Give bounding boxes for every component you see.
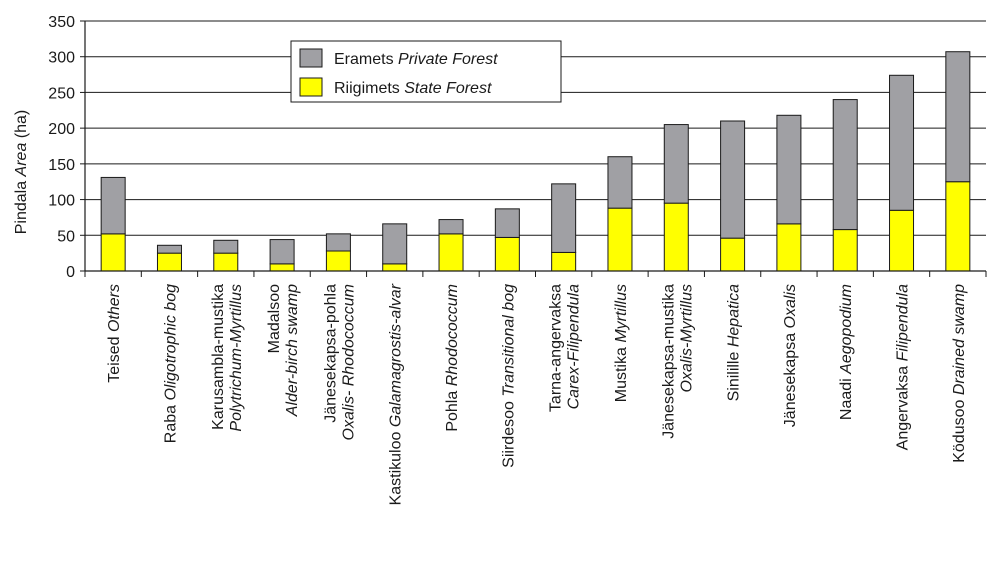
category-label-8: Tarna-angervaksa Carex-Filipendula xyxy=(548,284,583,412)
category-label-13: Naadi Aegopodium xyxy=(838,284,855,420)
bar-segment-private-14 xyxy=(889,74,915,211)
category-label-4: Jänesekapsa-pohla Oxalis- Rhodococcum xyxy=(322,284,357,441)
bar-segment-state-8 xyxy=(551,251,577,272)
category-label-line1: Siirdesoo Transitional bog xyxy=(500,284,517,468)
category-label-line1: Kastikuloo Galamagrostis-alvar xyxy=(388,283,405,505)
category-label-11: Sinilille Hepatica xyxy=(726,284,743,402)
category-label-1: Raba Oligotrophic bog xyxy=(162,284,179,443)
y-tick-label-50: 50 xyxy=(57,228,75,245)
y-tick-label-0: 0 xyxy=(66,264,75,281)
category-label-3: Madalsoo Alder-birch swamp xyxy=(266,284,301,417)
bar-segment-state-9 xyxy=(607,207,633,272)
legend-swatch-private xyxy=(299,48,323,68)
bars xyxy=(100,51,971,272)
bar-segment-private-0 xyxy=(100,176,126,235)
legend-box xyxy=(290,40,562,103)
category-label-line1: Jänesekapsa Oxalis xyxy=(782,284,799,427)
y-tick-label-350: 350 xyxy=(48,14,75,31)
category-label-2: Karusambla-mustika Polytrichum-Myrtillus xyxy=(210,284,245,432)
bar-segment-private-3 xyxy=(269,239,295,265)
bar-segment-state-13 xyxy=(832,229,858,272)
bar-segment-state-11 xyxy=(720,237,746,272)
category-label-15: Ködusoo Drained swamp xyxy=(951,284,968,463)
category-label-14: Angervaksa Filipendula xyxy=(895,284,912,450)
y-axis-title: Pindala Area (ha) xyxy=(13,110,30,235)
bar-segment-state-12 xyxy=(776,223,802,272)
legend-label-state: Riigimets State Forest xyxy=(334,80,492,97)
category-label-10: Jänesekapsa-mustika Oxalis-Myrtillus xyxy=(660,284,695,439)
bar-segment-state-5 xyxy=(382,263,408,272)
bar-segment-state-0 xyxy=(100,233,126,272)
bar-segment-state-6 xyxy=(438,233,464,272)
legend-swatch-state xyxy=(299,77,323,97)
bar-segment-state-4 xyxy=(325,250,351,272)
bar-segment-private-9 xyxy=(607,156,633,209)
bar-segment-private-8 xyxy=(551,183,577,253)
x-category-labels: Teised Others Raba Oligotrophic bog Karusa… xyxy=(106,283,968,505)
bar-segment-private-1 xyxy=(156,244,182,254)
category-label-line2: Polytrichum-Myrtillus xyxy=(228,284,245,432)
bar-segment-private-11 xyxy=(720,120,746,239)
y-tick-labels: 0 50 100 150 200 250 300 350 xyxy=(48,14,75,281)
category-label-5: Kastikuloo Galamagrostis-alvar xyxy=(388,283,405,505)
bar-segment-private-5 xyxy=(382,223,408,265)
category-label-line1: Ködusoo Drained swamp xyxy=(951,284,968,463)
bar-segment-state-3 xyxy=(269,263,295,272)
category-label-line2: Alder-birch swamp xyxy=(284,284,301,417)
bar-segment-state-2 xyxy=(213,252,239,272)
category-label-line2: Oxalis-Myrtillus xyxy=(678,284,695,392)
y-tick-label-300: 300 xyxy=(48,50,75,67)
category-label-line1: Madalsoo xyxy=(266,284,283,353)
category-label-line1: Angervaksa Filipendula xyxy=(895,284,912,450)
y-tick-label-100: 100 xyxy=(48,193,75,210)
axes xyxy=(80,20,987,277)
category-label-line2: Oxalis- Rhodococcum xyxy=(340,284,357,441)
category-label-9: Mustika Myrtillus xyxy=(613,284,630,402)
bar-segment-private-13 xyxy=(832,99,858,231)
bar-segment-state-10 xyxy=(663,202,689,272)
category-label-0: Teised Others xyxy=(106,284,123,383)
bar-segment-private-12 xyxy=(776,114,802,225)
category-label-6: Pohla Rhodococcum xyxy=(444,284,461,432)
category-label-line1: Teised Others xyxy=(106,284,123,383)
legend: Eramets Private Forest Riigimets State Fo… xyxy=(290,40,562,103)
bar-segment-private-15 xyxy=(945,51,971,183)
category-label-line1: Sinilille Hepatica xyxy=(726,284,743,402)
y-tick-label-250: 250 xyxy=(48,85,75,102)
y-tick-label-200: 200 xyxy=(48,121,75,138)
legend-label-private: Eramets Private Forest xyxy=(334,51,498,68)
bar-segment-private-4 xyxy=(325,233,351,252)
bar-segment-state-14 xyxy=(889,209,915,272)
category-label-line2: Carex-Filipendula xyxy=(566,284,583,409)
category-label-line1: Naadi Aegopodium xyxy=(838,284,855,420)
category-label-line1: Raba Oligotrophic bog xyxy=(162,284,179,443)
category-label-7: Siirdesoo Transitional bog xyxy=(500,284,517,468)
bar-segment-state-7 xyxy=(494,236,520,272)
bar-segment-private-7 xyxy=(494,208,520,238)
bar-segment-state-1 xyxy=(156,252,182,272)
bar-segment-private-2 xyxy=(213,239,239,254)
category-label-line1: Karusambla-mustika xyxy=(210,284,227,430)
bar-segment-private-10 xyxy=(663,124,689,204)
category-label-12: Jänesekapsa Oxalis xyxy=(782,284,799,427)
bar-segment-private-6 xyxy=(438,219,464,235)
category-label-line1: Mustika Myrtillus xyxy=(613,284,630,402)
category-label-line1: Jänesekapsa-mustika xyxy=(660,284,677,439)
category-label-line1: Tarna-angervaksa xyxy=(548,284,565,412)
category-label-line1: Pohla Rhodococcum xyxy=(444,284,461,432)
y-tick-label-150: 150 xyxy=(48,157,75,174)
bar-segment-state-15 xyxy=(945,181,971,272)
category-label-line1: Jänesekapsa-pohla xyxy=(322,284,339,423)
